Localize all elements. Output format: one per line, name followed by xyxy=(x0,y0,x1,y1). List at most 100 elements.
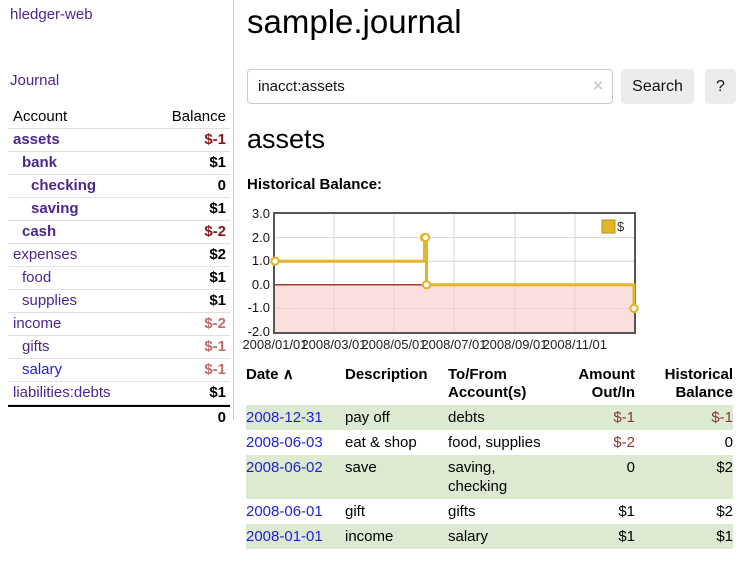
account-link-expenses[interactable]: expenses xyxy=(13,246,78,263)
transaction-date-link[interactable]: 2008-12-31 xyxy=(246,409,323,426)
account-link-cash[interactable]: cash xyxy=(22,223,57,240)
transaction-accounts: saving, checking xyxy=(448,459,508,495)
transaction-balance: $2 xyxy=(716,459,733,476)
sort-ascending-icon: ∧ xyxy=(282,366,294,383)
chart-plot-area: $ xyxy=(270,212,639,334)
sidebar: hledger-web Journal Account Balance asse… xyxy=(0,0,234,426)
register-row: 2008-12-31 pay off debts $-1 $-1 xyxy=(246,405,733,430)
account-link-income[interactable]: income xyxy=(13,315,62,332)
y-axis-tick-label: -2.0 xyxy=(247,324,270,339)
account-balance: $1 xyxy=(209,154,226,171)
sidebar-account-row: income $-2 xyxy=(8,313,230,336)
sidebar-account-row: checking 0 xyxy=(8,175,230,198)
chart-legend: $ xyxy=(601,219,625,234)
account-balance: $-1 xyxy=(204,131,226,148)
register-header-row: Date ∧ Description To/From Account(s) Am… xyxy=(246,362,733,405)
sidebar-account-row: cash $-2 xyxy=(8,221,230,244)
date-column-header[interactable]: Date ∧ xyxy=(246,362,345,405)
transaction-balance: $2 xyxy=(716,503,733,520)
account-link-food[interactable]: food xyxy=(22,269,52,286)
sidebar-account-row: salary $-1 xyxy=(8,359,230,382)
account-link-liabilities-debts[interactable]: liabilities:debts xyxy=(13,384,111,401)
sidebar-account-row: assets $-1 xyxy=(8,129,230,152)
transaction-description: gift xyxy=(345,503,366,520)
sidebar-account-row: gifts $-1 xyxy=(8,336,230,359)
accounts-column-header: To/From Account(s) xyxy=(448,366,527,401)
account-link-supplies[interactable]: supplies xyxy=(22,292,78,309)
transaction-description: eat & shop xyxy=(345,434,417,451)
search-button[interactable]: Search xyxy=(621,69,694,104)
nav-journal-link[interactable]: Journal xyxy=(10,72,60,89)
date-header-label: Date xyxy=(246,366,279,383)
x-axis-tick-label: 2008/03/01 xyxy=(301,337,367,352)
sidebar-total-row: 0 xyxy=(8,405,230,429)
transaction-date-link[interactable]: 2008-06-02 xyxy=(246,459,323,476)
transaction-balance: 0 xyxy=(724,434,733,451)
account-balance: $1 xyxy=(209,269,226,286)
y-axis-tick-label: 0.0 xyxy=(251,276,270,292)
page-title: sample.journal xyxy=(247,3,462,40)
description-column-header: Description xyxy=(345,366,428,383)
register-table: Date ∧ Description To/From Account(s) Am… xyxy=(246,362,733,549)
transaction-amount: 0 xyxy=(626,459,635,476)
help-button[interactable]: ? xyxy=(705,69,736,104)
transaction-amount: $1 xyxy=(618,528,635,545)
search-input[interactable] xyxy=(247,69,613,104)
sidebar-account-row: saving $1 xyxy=(8,198,230,221)
balance-column-header: Historical Balance xyxy=(664,366,733,401)
account-table-header: Account Balance xyxy=(8,106,230,129)
svg-text:$: $ xyxy=(617,219,625,234)
historical-balance-chart: $ 3.0 2.0 1.0 0.0 -1.0 -2.0 2008/01/01 2008/03/… xyxy=(242,205,687,357)
account-balance: $-1 xyxy=(204,361,226,378)
transaction-balance: $1 xyxy=(716,528,733,545)
register-row: 2008-06-03 eat & shop food, supplies $-2 0 xyxy=(246,430,733,455)
search-form: × Search ? xyxy=(247,69,742,104)
account-heading: assets xyxy=(247,124,326,154)
sidebar-account-row: food $1 xyxy=(8,267,230,290)
sidebar-account-row: supplies $1 xyxy=(8,290,230,313)
y-axis-tick-label: 3.0 xyxy=(251,206,270,221)
app-brand-link[interactable]: hledger-web xyxy=(10,6,93,23)
account-balance: $1 xyxy=(209,384,226,401)
account-link-salary[interactable]: salary xyxy=(22,361,63,378)
search-input-wrap: × xyxy=(247,69,613,104)
y-axis-tick-label: -1.0 xyxy=(247,300,270,316)
register-row: 2008-06-01 gift gifts $1 $2 xyxy=(246,499,733,524)
account-link-saving[interactable]: saving xyxy=(31,200,79,217)
transaction-date-link[interactable]: 2008-01-01 xyxy=(246,528,323,545)
account-link-assets[interactable]: assets xyxy=(13,131,60,148)
sidebar-account-row: bank $1 xyxy=(8,152,230,175)
account-balance: 0 xyxy=(217,177,226,194)
x-axis-tick-label: 2008/09/01 xyxy=(482,337,548,352)
chart-svg: $ xyxy=(270,214,639,332)
sidebar-total-balance: 0 xyxy=(217,409,226,426)
register-row: 2008-06-02 save saving, checking 0 $2 xyxy=(246,455,733,499)
transaction-date-link[interactable]: 2008-06-03 xyxy=(246,434,323,451)
account-link-gifts[interactable]: gifts xyxy=(22,338,50,355)
transaction-amount: $-2 xyxy=(613,434,635,451)
register-row: 2008-01-01 income salary $1 $1 xyxy=(246,524,733,549)
account-balance: $-1 xyxy=(204,338,226,355)
transaction-date-link[interactable]: 2008-06-01 xyxy=(246,503,323,520)
transaction-description: save xyxy=(345,459,377,476)
sidebar-account-row: expenses $2 xyxy=(8,244,230,267)
transaction-amount: $1 xyxy=(618,503,635,520)
account-link-bank[interactable]: bank xyxy=(22,154,58,171)
sidebar-account-row: liabilities:debts $1 xyxy=(8,382,230,405)
y-axis-tick-label: 1.0 xyxy=(251,253,270,269)
account-balance: $1 xyxy=(209,200,226,217)
x-axis-tick-label: 2008/11/01 xyxy=(542,337,608,352)
account-balance-table: Account Balance assets $-1 bank $1 checking 0… xyxy=(8,106,230,429)
account-balance: $1 xyxy=(209,292,226,309)
main-content: sample.journal × Search ? assets Histori… xyxy=(242,0,742,582)
transaction-amount: $-1 xyxy=(613,409,635,426)
x-axis-tick-label: 2008/07/01 xyxy=(421,337,487,352)
account-link-checking[interactable]: checking xyxy=(31,177,97,194)
account-balance: $-2 xyxy=(204,315,226,332)
transaction-accounts: gifts xyxy=(448,503,476,520)
transaction-accounts: salary xyxy=(448,528,489,545)
clear-search-icon[interactable]: × xyxy=(593,76,603,95)
transaction-description: income xyxy=(345,528,394,545)
transaction-accounts: debts xyxy=(448,409,485,426)
x-axis-tick-label: 2008/01/01 xyxy=(242,337,308,352)
